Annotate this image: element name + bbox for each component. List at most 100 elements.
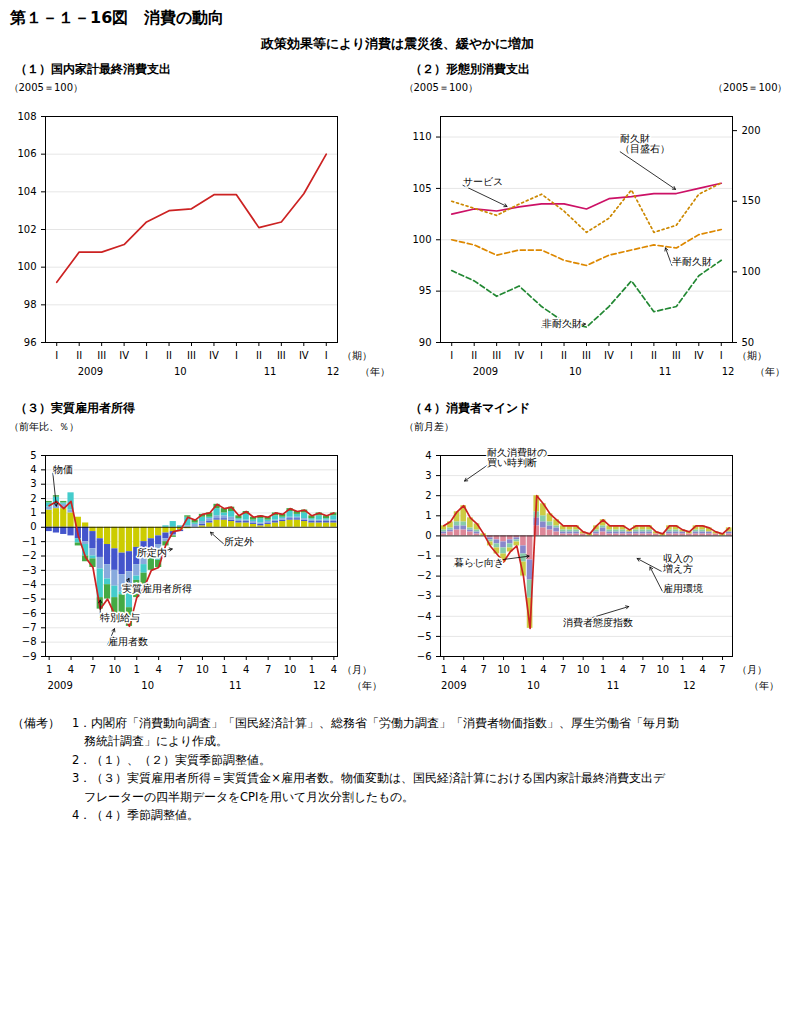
svg-text:III: III <box>672 350 681 361</box>
svg-text:12: 12 <box>327 366 340 377</box>
svg-text:−4: −4 <box>22 579 37 590</box>
svg-text:非耐久財: 非耐久財 <box>542 318 582 329</box>
svg-text:1: 1 <box>680 664 686 675</box>
svg-text:95: 95 <box>419 285 432 296</box>
svg-text:IV: IV <box>209 350 219 361</box>
svg-text:150: 150 <box>742 195 761 206</box>
svg-text:−6: −6 <box>22 608 37 619</box>
svg-text:IV: IV <box>694 350 704 361</box>
svg-text:7: 7 <box>480 664 486 675</box>
svg-text:−5: −5 <box>417 631 432 642</box>
svg-text:−6: −6 <box>417 651 432 662</box>
svg-text:0: 0 <box>30 521 36 532</box>
svg-text:100: 100 <box>742 266 761 277</box>
svg-text:1: 1 <box>520 664 526 675</box>
svg-text:96: 96 <box>24 337 37 348</box>
svg-text:物価: 物価 <box>53 464 73 475</box>
svg-text:II: II <box>471 350 477 361</box>
svg-text:−5: −5 <box>22 593 37 604</box>
svg-text:4: 4 <box>243 664 249 675</box>
svg-text:1: 1 <box>134 664 140 675</box>
svg-text:7: 7 <box>640 664 646 675</box>
svg-text:実質雇用者所得: 実質雇用者所得 <box>122 583 192 594</box>
svg-text:11: 11 <box>264 366 277 377</box>
svg-text:7: 7 <box>560 664 566 675</box>
svg-text:7: 7 <box>719 664 725 675</box>
svg-text:−1: −1 <box>22 536 37 547</box>
svg-text:IV: IV <box>514 350 524 361</box>
svg-text:−1: −1 <box>417 550 432 561</box>
svg-text:11: 11 <box>607 680 620 691</box>
svg-text:108: 108 <box>17 111 36 122</box>
svg-text:4: 4 <box>68 664 74 675</box>
svg-text:（月）: （月） <box>342 664 372 675</box>
svg-text:4: 4 <box>461 664 467 675</box>
svg-text:IV: IV <box>119 350 129 361</box>
svg-text:−4: −4 <box>417 611 432 622</box>
svg-text:5: 5 <box>30 450 36 461</box>
svg-text:雇用者数: 雇用者数 <box>108 636 148 647</box>
svg-text:サービス: サービス <box>463 176 503 187</box>
svg-text:−2: −2 <box>417 570 432 581</box>
svg-text:−9: −9 <box>22 651 37 662</box>
svg-text:−3: −3 <box>417 590 432 601</box>
svg-text:（2005＝100）: （2005＝100） <box>713 82 788 93</box>
svg-text:7: 7 <box>177 664 183 675</box>
svg-text:10: 10 <box>284 664 297 675</box>
svg-text:105: 105 <box>412 183 431 194</box>
svg-text:雇用環境: 雇用環境 <box>663 583 703 594</box>
svg-text:I: I <box>450 350 453 361</box>
svg-text:10: 10 <box>108 664 121 675</box>
svg-text:（前月差）: （前月差） <box>404 421 454 432</box>
svg-text:III: III <box>97 350 106 361</box>
svg-text:I: I <box>325 350 328 361</box>
svg-text:II: II <box>166 350 172 361</box>
svg-text:III: III <box>582 350 591 361</box>
svg-text:1: 1 <box>30 507 36 518</box>
svg-text:III: III <box>277 350 286 361</box>
svg-text:106: 106 <box>17 148 36 159</box>
svg-text:II: II <box>256 350 262 361</box>
svg-text:3: 3 <box>425 470 431 481</box>
svg-text:12: 12 <box>683 680 696 691</box>
svg-text:10: 10 <box>527 680 540 691</box>
svg-text:4: 4 <box>699 664 705 675</box>
svg-text:半耐久財: 半耐久財 <box>672 256 712 267</box>
svg-text:（期）: （期） <box>342 350 372 361</box>
svg-text:100: 100 <box>412 234 431 245</box>
svg-text:3: 3 <box>30 478 36 489</box>
svg-text:（月）: （月） <box>737 664 767 675</box>
svg-text:I: I <box>145 350 148 361</box>
svg-text:（前年比、％）: （前年比、％） <box>9 421 79 432</box>
svg-text:所定内: 所定内 <box>137 547 167 558</box>
svg-text:2: 2 <box>425 490 431 501</box>
svg-text:10: 10 <box>196 664 209 675</box>
svg-text:7: 7 <box>90 664 96 675</box>
svg-text:−3: −3 <box>22 565 37 576</box>
svg-text:10: 10 <box>497 664 510 675</box>
svg-text:（年）: （年） <box>352 680 382 691</box>
svg-text:10: 10 <box>569 366 582 377</box>
svg-text:III: III <box>187 350 196 361</box>
svg-text:110: 110 <box>412 131 431 142</box>
svg-text:2009: 2009 <box>473 366 498 377</box>
svg-text:−8: −8 <box>22 636 37 647</box>
svg-text:I: I <box>630 350 633 361</box>
svg-text:10: 10 <box>141 680 154 691</box>
svg-text:2009: 2009 <box>78 366 103 377</box>
svg-text:特別給与: 特別給与 <box>100 612 140 623</box>
svg-text:IV: IV <box>604 350 614 361</box>
svg-text:II: II <box>651 350 657 361</box>
svg-text:−2: −2 <box>22 550 37 561</box>
svg-text:7: 7 <box>265 664 271 675</box>
svg-text:10: 10 <box>174 366 187 377</box>
svg-text:1: 1 <box>441 664 447 675</box>
svg-text:（2005＝100）: （2005＝100） <box>9 82 84 93</box>
svg-text:1: 1 <box>425 510 431 521</box>
svg-text:2009: 2009 <box>47 680 72 691</box>
svg-text:4: 4 <box>620 664 626 675</box>
svg-text:104: 104 <box>17 186 36 197</box>
svg-text:耐久消費財の買い時判断: 耐久消費財の買い時判断 <box>487 447 547 468</box>
svg-text:102: 102 <box>17 224 36 235</box>
svg-text:消費者態度指数: 消費者態度指数 <box>563 617 633 628</box>
